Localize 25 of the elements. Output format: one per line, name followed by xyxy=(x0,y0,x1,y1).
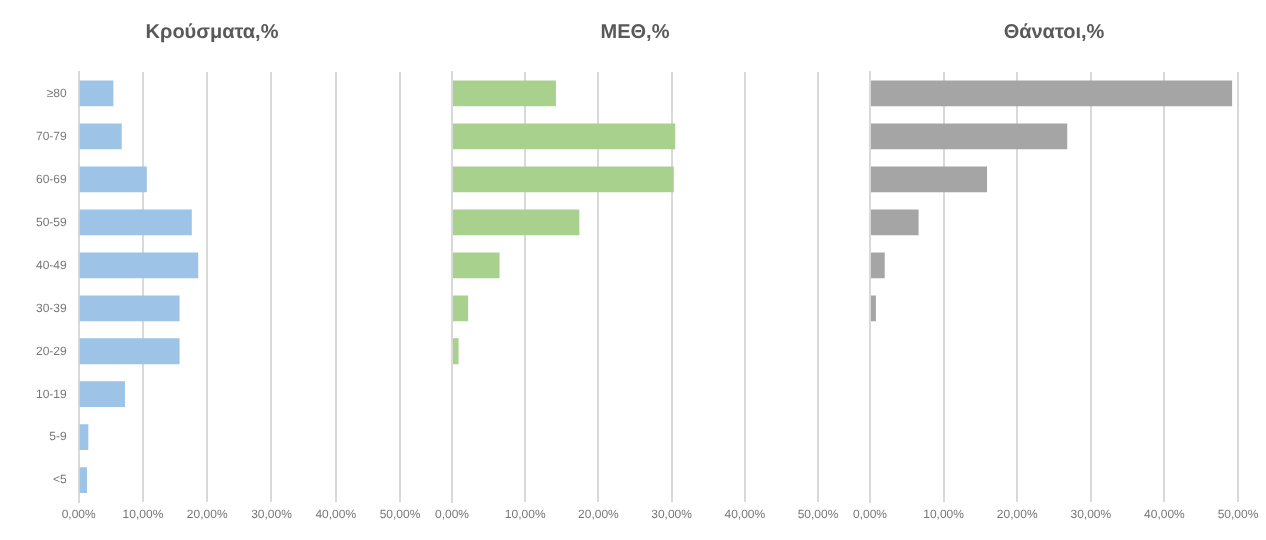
bar xyxy=(453,338,459,365)
chart-title: ΜΕΘ,% xyxy=(600,21,670,44)
bar xyxy=(79,166,147,193)
bar xyxy=(871,252,885,279)
bar xyxy=(453,252,500,279)
bar xyxy=(453,80,556,107)
bar xyxy=(871,80,1233,107)
bar xyxy=(79,123,122,150)
bar xyxy=(79,338,180,365)
bar xyxy=(871,123,1068,150)
bar xyxy=(79,295,180,322)
bar xyxy=(79,80,114,107)
bar xyxy=(453,123,676,150)
bar xyxy=(79,467,88,494)
bar xyxy=(79,424,89,451)
bar xyxy=(871,209,919,236)
bar xyxy=(453,166,674,193)
bar xyxy=(79,209,192,236)
bar xyxy=(871,166,988,193)
chart-title: Κρούσματα,% xyxy=(145,21,279,44)
bar xyxy=(79,381,125,408)
bar xyxy=(453,295,469,322)
bar xyxy=(453,209,580,236)
bar xyxy=(79,252,199,279)
chart-title: Θάνατοι,% xyxy=(1003,21,1105,44)
